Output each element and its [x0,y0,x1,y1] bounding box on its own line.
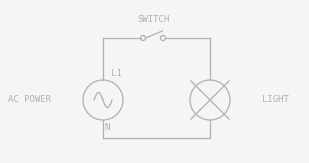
Text: N: N [104,123,110,132]
Text: LIGHT: LIGHT [261,96,288,104]
Text: AC POWER: AC POWER [9,96,52,104]
Text: SWITCH: SWITCH [137,15,169,24]
Text: L1: L1 [111,69,121,79]
